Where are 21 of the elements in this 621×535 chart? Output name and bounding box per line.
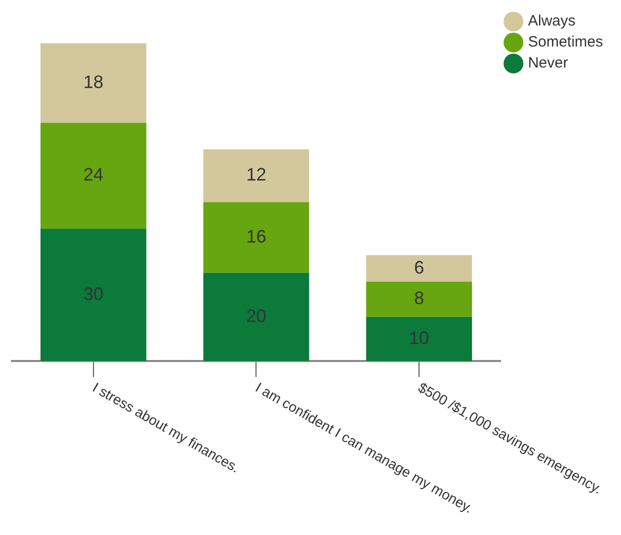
bar xyxy=(40,43,146,123)
legend-label: Always xyxy=(528,12,576,30)
data-label: 16 xyxy=(246,226,266,246)
data-label: 18 xyxy=(83,72,104,92)
data-label: 10 xyxy=(409,328,430,348)
bar xyxy=(203,202,310,273)
bar xyxy=(40,228,146,361)
data-label: 6 xyxy=(414,257,424,278)
bar xyxy=(366,255,472,282)
bar xyxy=(203,149,310,202)
bar xyxy=(366,282,472,317)
legend-label: Never xyxy=(528,54,568,72)
data-label: 12 xyxy=(246,164,266,185)
data-label: 20 xyxy=(246,306,266,326)
bar xyxy=(366,316,472,361)
data-label: 24 xyxy=(83,164,104,185)
data-label: 30 xyxy=(83,284,104,304)
bar xyxy=(203,272,310,361)
data-label: 8 xyxy=(414,288,424,308)
bar xyxy=(40,122,146,229)
legend-label: Sometimes xyxy=(528,34,604,51)
